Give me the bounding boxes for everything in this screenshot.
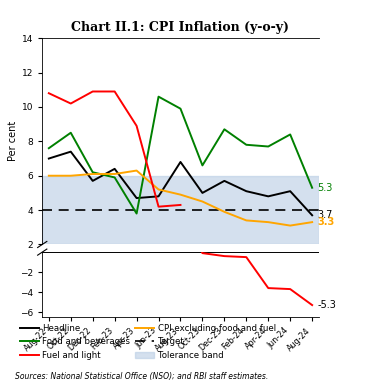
Y-axis label: Per cent: Per cent	[8, 121, 18, 162]
Legend: Headline, Food and beverages, Fuel and light, CPI excluding food and fuel, Targe: Headline, Food and beverages, Fuel and l…	[20, 324, 276, 359]
Text: 3.7: 3.7	[318, 210, 333, 220]
Text: Sources: National Statistical Office (NSO); and RBI staff estimates.: Sources: National Statistical Office (NS…	[15, 372, 269, 381]
Text: -5.3: -5.3	[318, 300, 336, 310]
Text: 5.3: 5.3	[318, 183, 333, 193]
Bar	[42, 176, 319, 244]
Text: 3.3: 3.3	[318, 217, 335, 227]
Title: Chart II.1: CPI Inflation (y-o-y): Chart II.1: CPI Inflation (y-o-y)	[71, 21, 290, 34]
